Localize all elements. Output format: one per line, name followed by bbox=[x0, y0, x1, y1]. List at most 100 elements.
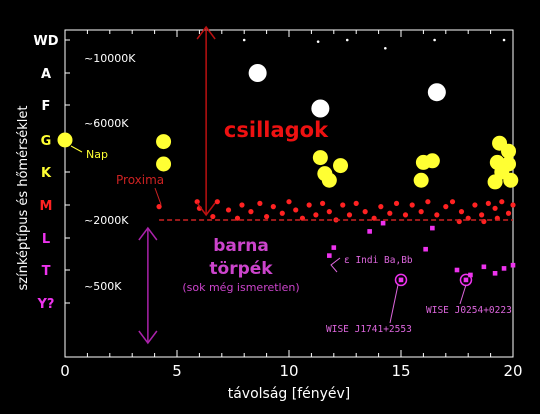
y-axis-label: színképtípus és hőmérséklet bbox=[16, 106, 31, 291]
temperature-label: ~6000K bbox=[84, 117, 129, 130]
data-point-yellow bbox=[156, 134, 172, 150]
temperature-label: ~10000K bbox=[84, 52, 136, 65]
data-point-red bbox=[293, 207, 299, 213]
data-point-yellow bbox=[413, 172, 429, 188]
stars-region-label: csillagok bbox=[224, 118, 329, 142]
data-point-red bbox=[434, 212, 440, 218]
data-point-white-small bbox=[242, 38, 246, 42]
overlay: csillagok barna törpék (sok még ismeretlen)… bbox=[70, 25, 513, 345]
proxima-pointer bbox=[154, 187, 162, 205]
data-point-magenta bbox=[331, 245, 337, 250]
data-point-red bbox=[443, 204, 449, 210]
spectral-class-label: Y? bbox=[37, 297, 55, 312]
data-point-magenta bbox=[430, 225, 435, 231]
data-point-yellow bbox=[156, 156, 172, 172]
data-point-magenta bbox=[454, 267, 460, 273]
data-point-magenta bbox=[398, 277, 404, 283]
data-point-red bbox=[418, 209, 424, 215]
spectral-class-label: K bbox=[41, 166, 52, 181]
wise2-pointer bbox=[389, 284, 399, 324]
data-point-red bbox=[409, 202, 415, 208]
spectral-class-label: WD bbox=[33, 34, 58, 49]
brown-dwarf-range-arrow-head-bottom bbox=[138, 330, 158, 345]
data-point-yellow bbox=[487, 174, 503, 190]
data-point-yellow bbox=[333, 158, 349, 174]
data-point-red bbox=[449, 199, 456, 205]
data-point-red bbox=[387, 210, 393, 216]
data-point-red bbox=[499, 199, 505, 205]
stars-range-arrow-head-bottom bbox=[196, 202, 216, 217]
data-point-red bbox=[479, 212, 485, 218]
data-point-red bbox=[306, 202, 312, 208]
data-point-red bbox=[353, 200, 359, 206]
data-point-red bbox=[340, 202, 346, 208]
indi-label: ε Indi Ba,Bb bbox=[344, 255, 413, 266]
spectral-class-label: T bbox=[42, 264, 51, 279]
plot-frame: 0 5 10 15 20 WD A F G K M L T Y? ~10000K ~6000K ~2000K ~5… bbox=[16, 29, 523, 402]
data-point-red bbox=[210, 213, 216, 220]
data-point-red bbox=[248, 209, 254, 215]
x-tick-label: 15 bbox=[391, 362, 410, 380]
data-point-yellow bbox=[503, 172, 519, 188]
data-point-magenta bbox=[380, 220, 386, 226]
data-point-red bbox=[257, 200, 263, 206]
x-tick-label: 5 bbox=[172, 362, 182, 380]
data-point-red bbox=[346, 212, 353, 218]
data-point-white-small bbox=[316, 40, 320, 43]
indi-pointer bbox=[330, 257, 341, 273]
temperature-label: ~2000K bbox=[84, 214, 129, 227]
spectral-class-label: A bbox=[41, 67, 51, 82]
data-point-red bbox=[510, 202, 516, 208]
data-point-red bbox=[194, 199, 200, 205]
spectral-class-label: F bbox=[42, 99, 51, 114]
data-point-red bbox=[326, 209, 332, 215]
brown-dwarfs-note: (sok még ismeretlen) bbox=[182, 281, 299, 294]
data-point-red bbox=[505, 210, 512, 216]
data-point-red bbox=[156, 204, 162, 210]
wise1-pointer bbox=[459, 284, 467, 305]
data-point-magenta bbox=[463, 277, 469, 283]
data-point-red bbox=[313, 212, 319, 218]
data-point-red bbox=[214, 199, 220, 205]
x-tick-label: 20 bbox=[503, 362, 522, 380]
data-point-yellow bbox=[312, 150, 328, 166]
spectral-class-label: M bbox=[40, 199, 53, 214]
data-point-red bbox=[425, 199, 431, 205]
data-point-red bbox=[279, 210, 285, 216]
data-point-white bbox=[248, 64, 267, 82]
data-point-red bbox=[402, 212, 409, 218]
data-point-red bbox=[239, 202, 245, 208]
data-point-red bbox=[492, 205, 498, 211]
data-point-yellow bbox=[424, 153, 440, 169]
ringed-point bbox=[394, 273, 408, 287]
data-point-white bbox=[427, 83, 446, 102]
proxima-label: Proxima bbox=[116, 173, 164, 187]
data-point-yellow bbox=[321, 172, 337, 188]
data-point-magenta bbox=[492, 271, 498, 276]
data-point-magenta bbox=[510, 262, 516, 268]
data-point-magenta bbox=[481, 264, 487, 270]
brown-dwarfs-label-2: törpék bbox=[209, 259, 273, 279]
data-point-red bbox=[270, 204, 276, 210]
data-point-magenta bbox=[327, 253, 332, 258]
wise2-label: WISE J1741+2553 bbox=[326, 324, 412, 335]
data-point-white-small bbox=[345, 38, 349, 42]
data-point-magenta bbox=[468, 272, 473, 278]
data-point-red bbox=[264, 213, 270, 220]
data-point-white-small bbox=[433, 38, 436, 42]
data-point-red bbox=[458, 209, 465, 215]
x-axis-label: távolság [fényév] bbox=[228, 386, 351, 402]
brown-dwarfs-label-1: barna bbox=[213, 236, 269, 256]
data-point-red bbox=[393, 200, 400, 206]
x-tick-label: 0 bbox=[60, 362, 70, 380]
data-point-yellow bbox=[57, 132, 73, 148]
data-point-white-small bbox=[384, 46, 387, 50]
data-point-magenta bbox=[501, 266, 507, 271]
data-point-white-small bbox=[502, 38, 506, 42]
spectral-class-label: L bbox=[42, 232, 50, 247]
sun-pointer bbox=[70, 145, 83, 153]
data-point-white bbox=[311, 99, 330, 118]
data-point-red bbox=[286, 199, 292, 205]
data-point-red bbox=[320, 200, 326, 206]
